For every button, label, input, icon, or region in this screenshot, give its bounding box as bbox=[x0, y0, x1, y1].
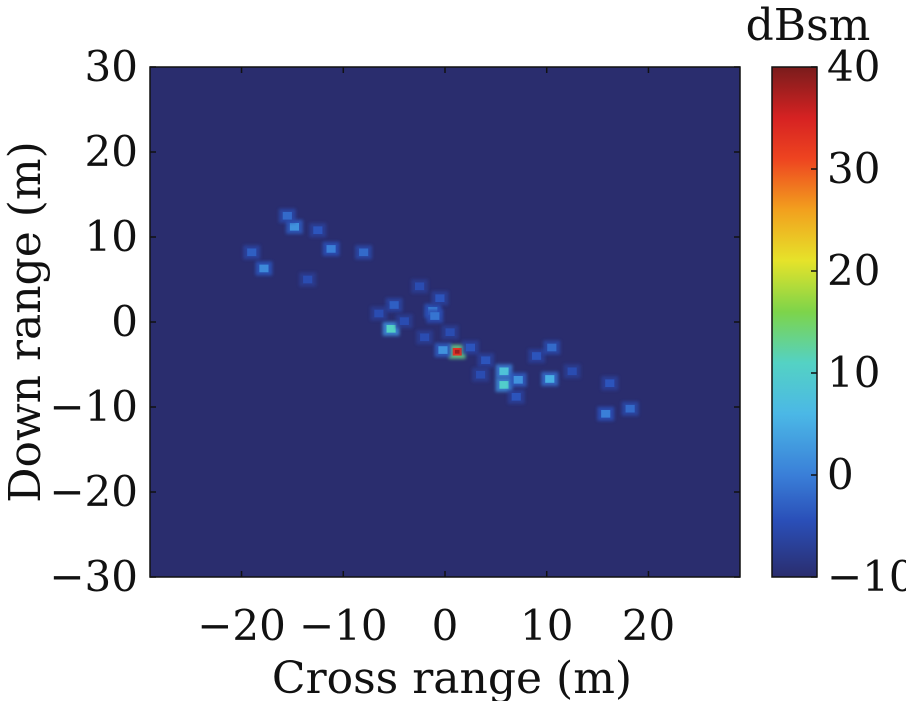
x-tick-label: −10 bbox=[299, 601, 388, 650]
scatterer-24 bbox=[472, 367, 489, 382]
colorbar-tick-label: 0 bbox=[827, 450, 854, 499]
scatterer-4 bbox=[541, 371, 559, 386]
y-tick-label: 10 bbox=[85, 212, 138, 261]
scatterer-18 bbox=[431, 291, 449, 306]
scatterer-13 bbox=[322, 241, 340, 256]
y-tick-label: 20 bbox=[85, 127, 138, 176]
x-tick-label: 10 bbox=[520, 601, 573, 650]
x-tick-label: 20 bbox=[622, 601, 675, 650]
scatterer-15 bbox=[309, 223, 327, 238]
scatterer-20 bbox=[416, 330, 434, 345]
scatterer-9 bbox=[286, 219, 303, 234]
y-tick-label: −20 bbox=[49, 467, 138, 516]
colorbar bbox=[771, 66, 818, 578]
scatterer-11 bbox=[255, 261, 273, 276]
scatterer-31 bbox=[299, 272, 317, 287]
x-tick-label: 0 bbox=[432, 601, 459, 650]
scatterer-19 bbox=[395, 314, 413, 329]
x-tick-label: −20 bbox=[197, 601, 286, 650]
y-tick-label: 0 bbox=[111, 297, 138, 346]
scatterer-17 bbox=[411, 279, 428, 294]
scatterer-28 bbox=[597, 406, 615, 421]
colorbar-ticks: −10 0 10 20 30 40 bbox=[811, 42, 906, 601]
scatterer-33 bbox=[370, 306, 388, 321]
scatterer-22 bbox=[462, 340, 479, 355]
scatterer-26 bbox=[528, 348, 545, 364]
scatterer-12 bbox=[243, 245, 261, 260]
scatterer-29 bbox=[621, 401, 639, 416]
y-axis-label: Down range (m) bbox=[0, 141, 51, 503]
scatterer-10 bbox=[278, 208, 296, 223]
scatterer-32 bbox=[563, 364, 581, 379]
scatterer-0 bbox=[448, 344, 466, 359]
scatterer-8 bbox=[426, 309, 444, 324]
scatterer-16 bbox=[385, 297, 403, 313]
scatterer-21 bbox=[441, 325, 459, 340]
scatterer-1 bbox=[382, 321, 400, 336]
colorbar-tick-label: 40 bbox=[827, 42, 880, 91]
scatterer-3 bbox=[495, 377, 513, 392]
scatterer-23 bbox=[477, 353, 495, 368]
scatterer-6 bbox=[434, 343, 452, 358]
colorbar-tick-label: −10 bbox=[827, 552, 906, 601]
plot-background bbox=[150, 67, 740, 577]
colorbar-tick-label: 10 bbox=[827, 348, 880, 397]
scatterer-25 bbox=[507, 389, 525, 404]
y-ticks: −30 −20 −10 0 10 20 30 bbox=[49, 42, 740, 601]
y-tick-label: −10 bbox=[49, 382, 138, 431]
scatterer-30 bbox=[601, 376, 619, 391]
scatterer-2 bbox=[495, 364, 513, 379]
scatterer-14 bbox=[355, 245, 373, 260]
colorbar-label: dBsm bbox=[746, 0, 871, 51]
x-axis-label: Cross range (m) bbox=[272, 653, 632, 701]
y-tick-label: −30 bbox=[49, 552, 138, 601]
colorbar-tick-label: 20 bbox=[827, 246, 880, 295]
colorbar-tick-label: 30 bbox=[827, 144, 880, 193]
x-ticks: −20 −10 0 10 20 bbox=[197, 67, 675, 650]
scatterer-layer bbox=[243, 208, 639, 421]
scatterer-5 bbox=[509, 372, 527, 387]
scatterer-27 bbox=[543, 340, 561, 355]
y-tick-label: 30 bbox=[85, 42, 138, 91]
